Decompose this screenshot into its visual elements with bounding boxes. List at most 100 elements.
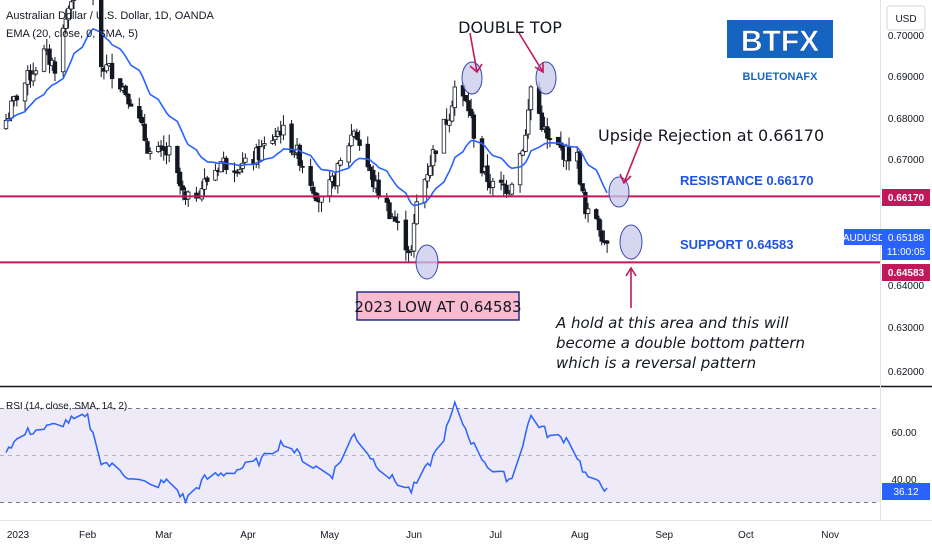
note-line-3: which is a reversal pattern: [556, 354, 756, 372]
time-tick-2023: 2023: [7, 530, 30, 541]
logo-brand: BTFX: [741, 25, 819, 58]
price-tick-6: 0.62000: [888, 367, 925, 378]
price-tick-3: 0.67000: [888, 155, 925, 166]
candle-body: [472, 115, 476, 138]
candle-body: [4, 120, 8, 128]
candle-body: [320, 197, 324, 202]
low-marker: [416, 245, 438, 279]
candle-body: [178, 172, 182, 186]
candle-body: [53, 62, 57, 73]
candle-body: [176, 146, 180, 172]
candle-body: [200, 189, 204, 199]
candle-body: [290, 124, 294, 152]
candle-body: [271, 141, 275, 144]
time-tick-aug: Aug: [571, 530, 589, 541]
candle-body: [167, 146, 171, 155]
candle-body: [10, 101, 14, 118]
rsi-tick-60: 60.00: [891, 428, 916, 439]
candle-body: [347, 146, 351, 162]
rsi-last-text: 36.12: [893, 487, 918, 498]
candle-body: [148, 152, 152, 154]
candle-body: [140, 117, 144, 122]
support-price-text: 0.64583: [888, 268, 925, 279]
candle-body: [423, 179, 427, 202]
candle-body: [524, 135, 528, 151]
candle-body: [434, 151, 438, 154]
candle-body: [355, 132, 359, 139]
candle-body: [181, 186, 185, 190]
candle-body: [42, 49, 46, 71]
candle-body: [597, 219, 601, 230]
resistance-label: RESISTANCE 0.66170: [680, 173, 813, 188]
candle-body: [162, 147, 166, 151]
currency-label: USD: [895, 14, 916, 25]
candle-body: [567, 147, 571, 160]
candle-body: [34, 71, 38, 74]
candle-body: [301, 166, 305, 167]
candle-body: [214, 170, 218, 180]
candle-body: [600, 231, 604, 241]
candle-body: [529, 87, 533, 110]
candle-body: [23, 83, 27, 101]
logo-sub: BLUETONAFX: [743, 71, 819, 83]
candle-body: [238, 170, 242, 172]
candle-body: [244, 158, 248, 162]
candle-body: [309, 166, 313, 185]
price-tick-0: 0.70000: [888, 31, 925, 42]
time-tick-jun: Jun: [406, 530, 422, 541]
candle-body: [581, 184, 585, 191]
candle-body: [404, 220, 408, 250]
candle-body: [505, 185, 509, 193]
rsi-legend: RSI (14, close, SMA, 14, 2): [6, 401, 127, 412]
note-line-1: A hold at this area and this will: [555, 314, 789, 332]
candle-body: [393, 217, 397, 221]
candle-body: [396, 222, 400, 223]
time-tick-oct: Oct: [738, 530, 754, 541]
countdown-text: 11:00:05: [887, 247, 926, 258]
time-tick-apr: Apr: [240, 530, 256, 541]
candle-body: [486, 166, 490, 182]
chart-title: Australian Dollar / U.S. Dollar, 1D, OAN…: [6, 10, 215, 22]
candle-body: [273, 137, 277, 140]
candle-body: [137, 106, 141, 118]
candle-body: [491, 181, 495, 187]
candle-body: [143, 124, 147, 140]
time-tick-nov: Nov: [821, 530, 839, 541]
note-line-2: become a double bottom pattern: [556, 334, 805, 352]
candle-body: [518, 154, 522, 185]
price-tick-1: 0.69000: [888, 72, 925, 83]
candle-body: [328, 180, 332, 196]
candle-body: [605, 241, 609, 243]
candle-body: [388, 203, 392, 219]
symbol-tag-text: AUDUSD: [843, 233, 885, 244]
candle-body: [464, 95, 468, 100]
candle-body: [336, 163, 340, 185]
price-tick-2: 0.68000: [888, 114, 925, 125]
candle: [42, 45, 46, 72]
resistance-price-text: 0.66170: [888, 193, 925, 204]
btfx-logo: BTFX BLUETONAFX: [727, 20, 833, 83]
candle-body: [293, 154, 297, 155]
low-box-label: 2023 LOW AT 0.64583: [354, 298, 521, 316]
candle-body: [594, 210, 598, 219]
candle-body: [312, 187, 316, 193]
candle-body: [450, 106, 454, 121]
candle-body: [127, 94, 131, 104]
candle-body: [385, 198, 389, 202]
price-tick-4: 0.64000: [888, 281, 925, 292]
candle-body: [124, 86, 128, 94]
time-tick-may: May: [320, 530, 339, 541]
candle-body: [260, 147, 264, 160]
candle-body: [129, 104, 133, 106]
double-bottom-marker: [620, 225, 642, 259]
candle-body: [453, 87, 457, 108]
time-tick-jul: Jul: [489, 530, 502, 541]
ema-legend: EMA (20, close, 0, SMA, 5): [6, 28, 138, 40]
candle-body: [298, 145, 302, 165]
time-tick-mar: Mar: [155, 530, 173, 541]
candle-body: [545, 127, 549, 139]
candle-body: [586, 209, 590, 214]
